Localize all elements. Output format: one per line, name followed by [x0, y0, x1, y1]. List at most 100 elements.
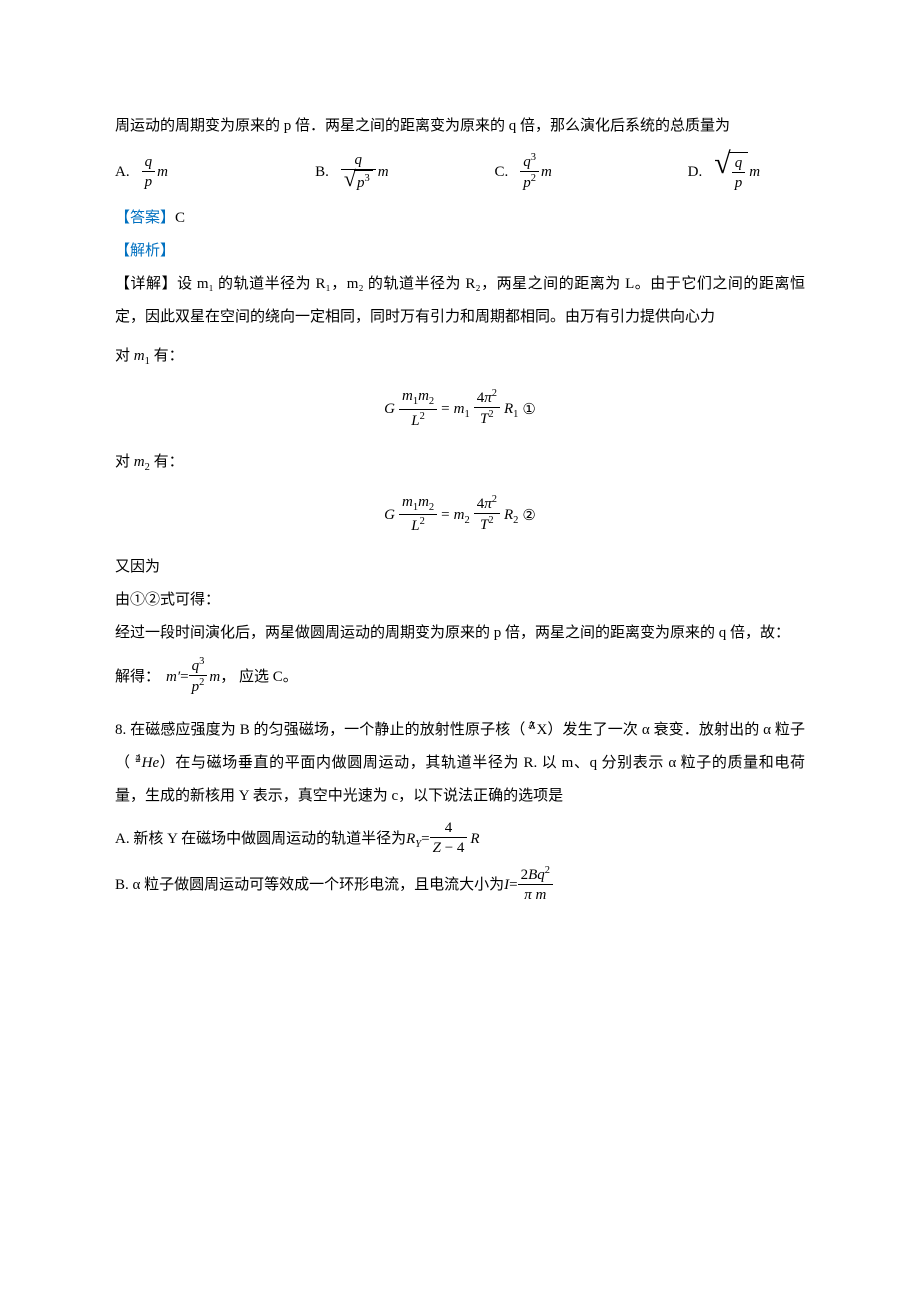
solve-prefix: 解得：	[115, 661, 160, 694]
option-d: D. √ q p m	[688, 152, 805, 194]
detail-para: 【详解】设 m₁ 的轨道半径为 R₁，m₂ 的轨道半径为 R₂，两星之间的距离为…	[115, 268, 805, 334]
opt-c-den-sup: 2	[531, 173, 536, 184]
equation-2: G m1m2 L2 = m2 4π2 T2 R2 ②	[115, 493, 805, 538]
also-because-line: 又因为	[115, 551, 805, 584]
opt-b-sqrt: √ p3	[344, 170, 373, 194]
option-a: A. q p m	[115, 153, 315, 193]
derive-line: 由①②式可得：	[115, 584, 805, 617]
opt-b-den-sup: 3	[364, 173, 369, 184]
solve-eq: =	[180, 661, 188, 694]
answer-line: 【答案】C	[115, 202, 805, 235]
eq2-inner: G m1m2 L2 = m2 4π2 T2 R2 ②	[384, 493, 536, 538]
q8-optA-eq: =	[421, 823, 429, 856]
q8-optB-text: B. α 粒子做圆周运动可等效成一个环形电流，且电流大小为	[115, 869, 504, 902]
evolve-para: 经过一段时间演化后，两星做圆周运动的周期变为原来的 p 倍，两星之间的距离变为原…	[115, 617, 805, 650]
eq1-G: G	[384, 393, 395, 426]
q8-after-He: ）在与磁场垂直的平面内做圆周运动，其轨道半径为 R. 以 m、q 分别表示 α …	[115, 755, 805, 804]
eq2-G: G	[384, 499, 395, 532]
eq2-R: R2	[504, 499, 518, 532]
q8-optA-frac: 4 Z − 4	[430, 819, 468, 859]
option-b-label: B.	[315, 156, 329, 189]
also-because-text: 又因为	[115, 559, 160, 575]
for-m2-prefix: 对	[115, 454, 134, 470]
q8-optA-den: Z − 4	[430, 838, 468, 859]
q8-He-presup: 42	[131, 752, 142, 767]
option-a-label: A.	[115, 156, 130, 189]
opt-c-num: q	[523, 154, 531, 170]
opt-b-sqrt-body: p3	[354, 170, 373, 194]
solve-num-wrap: q3	[189, 656, 208, 676]
opt-c-num-wrap: q3	[520, 152, 539, 172]
option-c-label: C.	[494, 156, 508, 189]
q8-optB-frac: 2Bq2 π m	[518, 865, 553, 906]
q8-optA-num: 4	[430, 819, 468, 838]
q8-optB-den: π m	[518, 885, 553, 906]
option-c: C. q3 p2 m	[494, 152, 687, 194]
opt-d-frac: q p	[732, 154, 746, 194]
q8-optA-lhs: RY	[406, 823, 421, 856]
analysis-label: 【解析】	[115, 243, 175, 259]
eq1-den1: L2	[399, 410, 437, 432]
eq2-circled: ②	[522, 499, 535, 532]
opt-d-den: p	[732, 173, 746, 194]
solve-line: 解得： m′ = q3 p2 m ， 应选 C。	[115, 656, 805, 698]
eq1-num2: 4π2	[474, 388, 500, 408]
eq2-frac2: 4π2 T2	[474, 494, 500, 536]
eq2-num2: 4π2	[474, 494, 500, 514]
opt-d-num: q	[732, 154, 746, 173]
q8-optA-text: A. 新核 Y 在磁场中做圆周运动的轨道半径为	[115, 823, 406, 856]
eq1-den2: T2	[474, 408, 500, 430]
eq1-m1: m1	[454, 393, 470, 426]
solve-mprime: m′	[166, 661, 180, 694]
eq2-frac1: m1m2 L2	[399, 493, 437, 538]
q8-para: 8. 在磁感应强度为 B 的匀强磁场，一个静止的放射性原子核（AZX）发生了一次…	[115, 714, 805, 813]
for-m1-prefix: 对	[115, 348, 134, 364]
q8-optB-eq: =	[509, 869, 517, 902]
for-m2-var: m	[134, 454, 145, 470]
for-m1-line: 对 m1 有：	[115, 340, 805, 373]
solve-suffix: ， 应选 C。	[220, 661, 298, 694]
opt-c-num-sup: 3	[531, 152, 536, 163]
opt-d-sqrt: √ q p	[714, 152, 748, 194]
eq2-m2: m2	[454, 499, 470, 532]
opt-b-tail: m	[378, 156, 389, 189]
eq2-den1: L2	[399, 515, 437, 537]
option-c-frac: q3 p2	[520, 152, 539, 194]
for-m1-suffix: 有：	[150, 348, 184, 364]
eq1-frac2: 4π2 T2	[474, 388, 500, 430]
eq1-R: R1	[504, 393, 518, 426]
opt-c-den-wrap: p2	[520, 172, 539, 194]
q8-optB-num-wrap: 2Bq2	[518, 865, 553, 885]
analysis-line: 【解析】	[115, 235, 805, 268]
option-b-frac: q √ p3	[341, 151, 376, 194]
eq1-frac1: m1m2 L2	[399, 387, 437, 432]
option-d-label: D.	[688, 156, 703, 189]
for-m2-line: 对 m2 有：	[115, 446, 805, 479]
intro-para: 周运动的周期变为原来的 p 倍．两星之间的距离变为原来的 q 倍，那么演化后系统…	[115, 110, 805, 143]
eq2-num1: m1m2	[399, 493, 437, 516]
q8-X-presup: AZ	[525, 719, 536, 734]
opt-d-sqrt-body: q p	[729, 152, 749, 194]
eq1-circled: ①	[522, 393, 535, 426]
opt-c-tail: m	[541, 156, 552, 189]
evolve-text: 经过一段时间演化后，两星做圆周运动的周期变为原来的 p 倍，两星之间的距离变为原…	[115, 625, 790, 641]
opt-d-tail: m	[749, 156, 760, 189]
for-m2-suffix: 有：	[150, 454, 184, 470]
detail-text: 【详解】设 m₁ 的轨道半径为 R₁，m₂ 的轨道半径为 R₂，两星之间的距离为…	[115, 276, 805, 325]
solve-den-wrap: p2	[189, 676, 208, 698]
q8-option-a: A. 新核 Y 在磁场中做圆周运动的轨道半径为 RY = 4 Z − 4 R	[115, 819, 805, 859]
for-m1-var: m	[134, 348, 145, 364]
q8-He: He	[142, 755, 160, 771]
opt-b-den: √ p3	[341, 170, 376, 194]
option-b: B. q √ p3 m	[315, 151, 494, 194]
solve-frac: q3 p2	[189, 656, 208, 698]
solve-m: m	[209, 661, 220, 694]
intro-text: 周运动的周期变为原来的 p 倍．两星之间的距离变为原来的 q 倍，那么演化后系统…	[115, 118, 730, 134]
answer-label: 【答案】	[115, 210, 175, 226]
q8-option-b: B. α 粒子做圆周运动可等效成一个环形电流，且电流大小为 I = 2Bq2 π…	[115, 865, 805, 906]
opt-c-den: p	[523, 175, 531, 191]
opt-a-num: q	[142, 153, 156, 172]
opt-a-tail: m	[157, 156, 168, 189]
answer-value: C	[175, 210, 185, 226]
eq2-den2: T2	[474, 514, 500, 536]
